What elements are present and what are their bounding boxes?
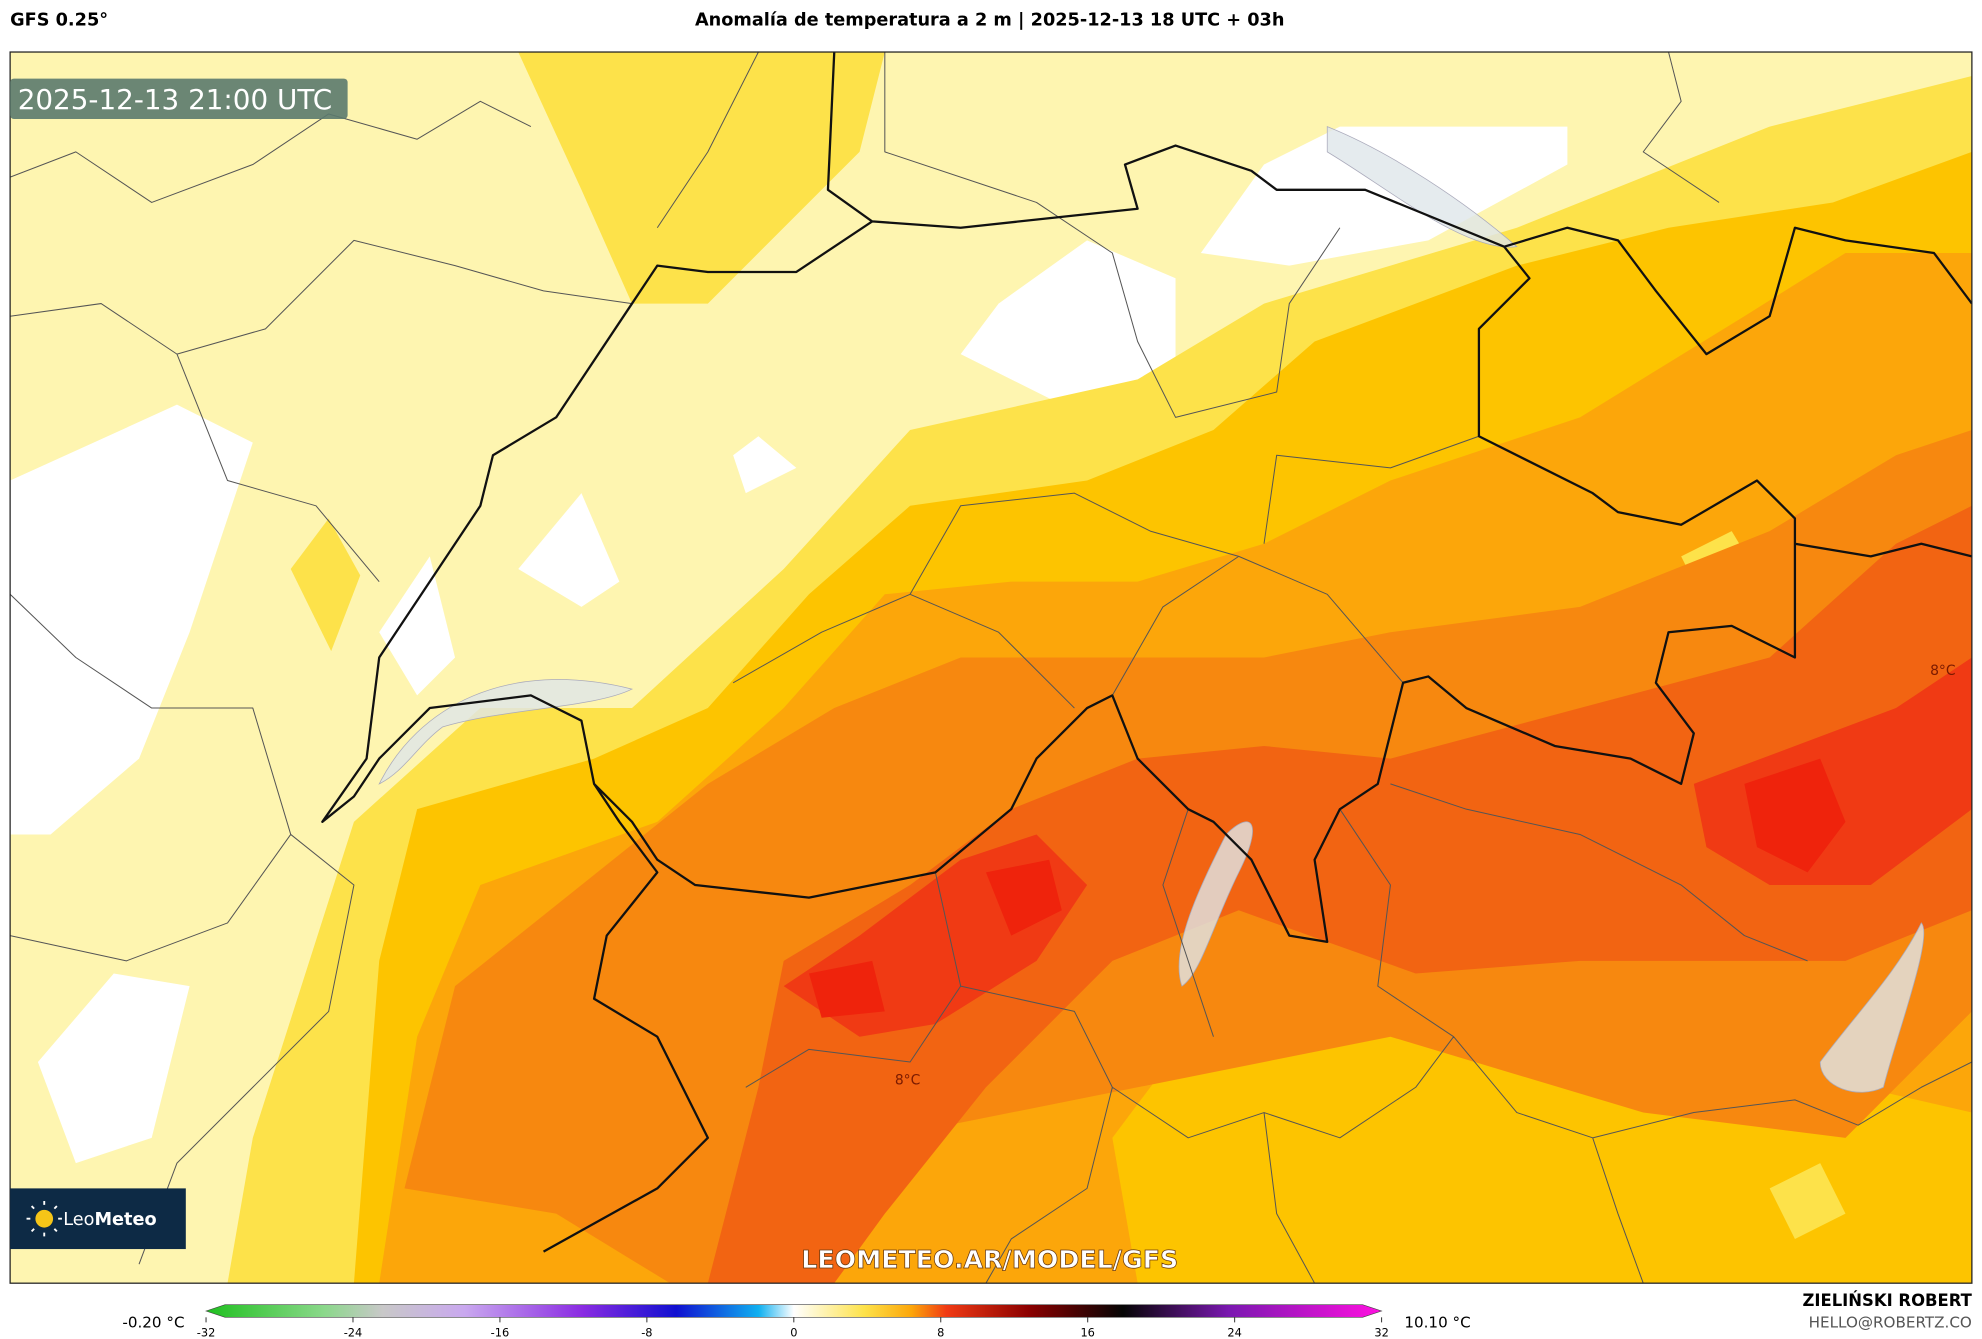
colorbar-tick-label: 32 bbox=[1374, 1325, 1388, 1339]
temp-zone bbox=[1200, 126, 1568, 266]
colorbar-tick-label: 0 bbox=[790, 1325, 797, 1339]
temp-zone bbox=[808, 960, 885, 1018]
temp-zone bbox=[1769, 1163, 1846, 1239]
temp-zone bbox=[707, 505, 1972, 1284]
map-area: 8°C 8°C bbox=[10, 52, 1972, 1284]
lake bbox=[1819, 922, 1925, 1093]
temp-zone bbox=[37, 973, 190, 1164]
map-title: Anomalía de temperatura a 2 m | 2025-12-… bbox=[695, 10, 1284, 30]
region-border bbox=[10, 52, 1972, 1284]
temp-zone bbox=[379, 556, 456, 696]
sun-rays bbox=[26, 1201, 62, 1237]
temp-zone bbox=[518, 493, 620, 607]
temp-zone bbox=[985, 859, 1062, 936]
temp-zone bbox=[518, 52, 885, 304]
colorbar bbox=[205, 1304, 1383, 1318]
logo-sun bbox=[26, 1201, 62, 1237]
colorbar-tick-label: -32 bbox=[197, 1325, 216, 1339]
contour-label: 8°C bbox=[895, 1073, 920, 1089]
lake bbox=[378, 679, 634, 785]
country-border bbox=[321, 52, 1972, 1253]
colorbar-tick-label: -8 bbox=[641, 1325, 652, 1339]
temp-zone bbox=[290, 518, 361, 652]
colorbar-tick-label: -16 bbox=[491, 1325, 510, 1339]
email: HELLO@ROBERTZ.CO bbox=[1809, 1313, 1972, 1331]
logo-text-part: Meteo bbox=[94, 1210, 156, 1230]
temp-zone bbox=[1744, 758, 1846, 873]
lake bbox=[1178, 821, 1253, 987]
sun-disc bbox=[35, 1209, 54, 1228]
colorbar-min: -0.20 °C bbox=[122, 1313, 184, 1331]
temp-zone bbox=[960, 240, 1176, 405]
author: ZIELIŃSKI ROBERT bbox=[1802, 1291, 1972, 1310]
colorbar-tick-label: 24 bbox=[1227, 1325, 1241, 1339]
map-frame bbox=[9, 51, 1973, 1284]
contour-label: 8°C bbox=[1930, 663, 1955, 679]
temp-zone bbox=[10, 404, 253, 835]
colorbar-tick-label: 8 bbox=[937, 1325, 944, 1339]
timestamp: 2025-12-13 21:00 UTC bbox=[18, 83, 332, 116]
colorbar-max: 10.10 °C bbox=[1404, 1313, 1470, 1331]
logo-text-part: Leo bbox=[63, 1210, 94, 1230]
colorbar-ticks: -32 -24 -16 -8 0 8 16 24 32 bbox=[197, 1317, 1389, 1339]
lake bbox=[1326, 126, 1518, 248]
watermark: LEOMETEO.AR/MODEL/GFS bbox=[801, 1245, 1178, 1274]
timestamp-box bbox=[10, 78, 348, 120]
temp-zone bbox=[733, 436, 797, 494]
colorbar-tick-label: -24 bbox=[344, 1325, 363, 1339]
logo-text: LeoMeteo bbox=[63, 1210, 156, 1230]
model-name: GFS 0.25° bbox=[10, 10, 108, 30]
colorbar-tick-label: 16 bbox=[1080, 1325, 1094, 1339]
